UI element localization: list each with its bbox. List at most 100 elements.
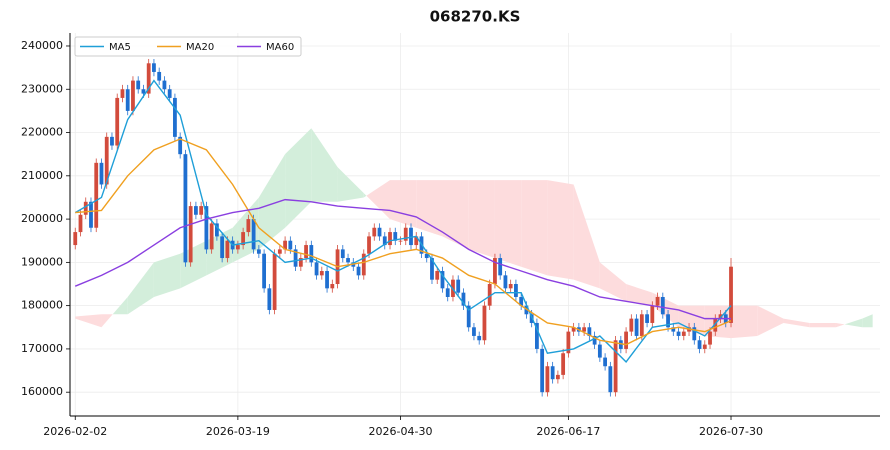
candle-body: [561, 353, 566, 375]
candle-body: [535, 322, 539, 349]
candle-body: [466, 305, 471, 328]
candle-body: [214, 223, 219, 237]
cloud-segment: [363, 193, 367, 198]
cloud-segment: [101, 314, 113, 328]
candle-body: [246, 219, 251, 233]
cloud-segment: [844, 318, 863, 328]
candle-body: [99, 162, 104, 185]
candle-body: [393, 232, 398, 241]
y-tick-label: 240000: [21, 39, 63, 52]
cloud-segment: [809, 322, 836, 328]
candle-body: [702, 344, 707, 349]
candle-body: [493, 258, 497, 285]
candle-body: [566, 331, 571, 354]
candle-body: [83, 201, 88, 215]
cloud-segment: [153, 253, 181, 297]
candle-body: [141, 89, 146, 94]
candle-body: [388, 232, 392, 246]
candle-body: [157, 71, 162, 81]
y-tick-label: 200000: [21, 212, 63, 225]
candle-body: [183, 154, 188, 263]
candle-body: [424, 253, 429, 259]
cloud-segment: [442, 180, 469, 250]
candle-body: [545, 366, 550, 393]
y-tick-label: 210000: [21, 169, 63, 182]
candle-body: [152, 63, 156, 72]
candle-body: [550, 366, 555, 380]
legend-label: MA20: [186, 42, 214, 53]
candle-body: [167, 89, 172, 98]
cloud-segment: [390, 180, 417, 228]
cloud-segment: [599, 262, 627, 302]
candle-body: [304, 245, 308, 259]
candle-body: [319, 271, 324, 276]
y-tick-label: 190000: [21, 255, 63, 268]
ma-line: [75, 138, 732, 346]
cloud-segment: [416, 180, 443, 237]
candle-body: [125, 89, 130, 111]
legend-label: MA5: [109, 42, 131, 53]
candle-body: [440, 271, 445, 289]
candle-body: [377, 227, 382, 237]
cloud-segment: [112, 296, 128, 315]
candle-body: [729, 266, 733, 323]
candle-body: [398, 240, 403, 242]
candle-body: [146, 63, 151, 94]
candle-body: [194, 206, 198, 215]
ma-line: [74, 79, 732, 363]
candle-body: [587, 327, 592, 336]
candle-body: [267, 288, 272, 310]
candle-body: [482, 305, 487, 341]
candle-body: [73, 232, 78, 246]
y-tick-label: 160000: [21, 385, 63, 398]
cloud-segment: [468, 180, 495, 259]
candle-body: [508, 284, 513, 289]
candle-body: [94, 162, 99, 228]
candle-body: [618, 340, 623, 349]
chart-title: 068270.KS: [430, 8, 521, 26]
candle-body: [692, 327, 697, 341]
candle-body: [524, 305, 529, 315]
candle-body: [477, 335, 482, 341]
ma-line: [74, 198, 732, 320]
cloud-segment: [75, 314, 102, 328]
candle-body: [608, 366, 613, 393]
y-tick-label: 170000: [21, 342, 63, 355]
candle-body: [414, 236, 419, 246]
candle-body: [697, 340, 702, 349]
candle-body: [676, 331, 681, 336]
candle-body: [162, 80, 167, 90]
candle-body: [288, 240, 293, 250]
candle-body: [256, 249, 261, 254]
cloud-segment: [127, 262, 154, 315]
candle-body: [603, 357, 608, 367]
candle-body: [272, 253, 277, 310]
candle-body: [571, 327, 576, 332]
candle-body: [708, 331, 712, 345]
candle-body: [613, 340, 618, 393]
legend-label: MA60: [266, 42, 294, 53]
candle-body: [225, 240, 230, 259]
candle-body: [220, 236, 225, 259]
candle-body: [681, 331, 686, 336]
cloud-segment: [258, 154, 286, 250]
cloud-segment: [626, 284, 653, 306]
cloud-segment: [521, 180, 548, 276]
x-tick-label: 2026-02-02: [43, 425, 107, 438]
y-tick-label: 230000: [21, 82, 63, 95]
candle-body: [178, 136, 183, 155]
y-tick-label: 220000: [21, 126, 63, 139]
candle-body: [277, 249, 282, 254]
candle-body: [131, 80, 135, 111]
cloud-segment: [337, 167, 364, 202]
cloud-segment: [862, 314, 873, 328]
cloud-segment: [783, 318, 810, 328]
candle-body: [629, 318, 634, 332]
candle-body: [314, 262, 319, 276]
candle-body: [209, 223, 214, 250]
candle-body: [89, 201, 93, 228]
x-tick-label: 2026-07-30: [699, 425, 763, 438]
legend-box: [74, 36, 302, 57]
candle-body: [188, 206, 193, 263]
